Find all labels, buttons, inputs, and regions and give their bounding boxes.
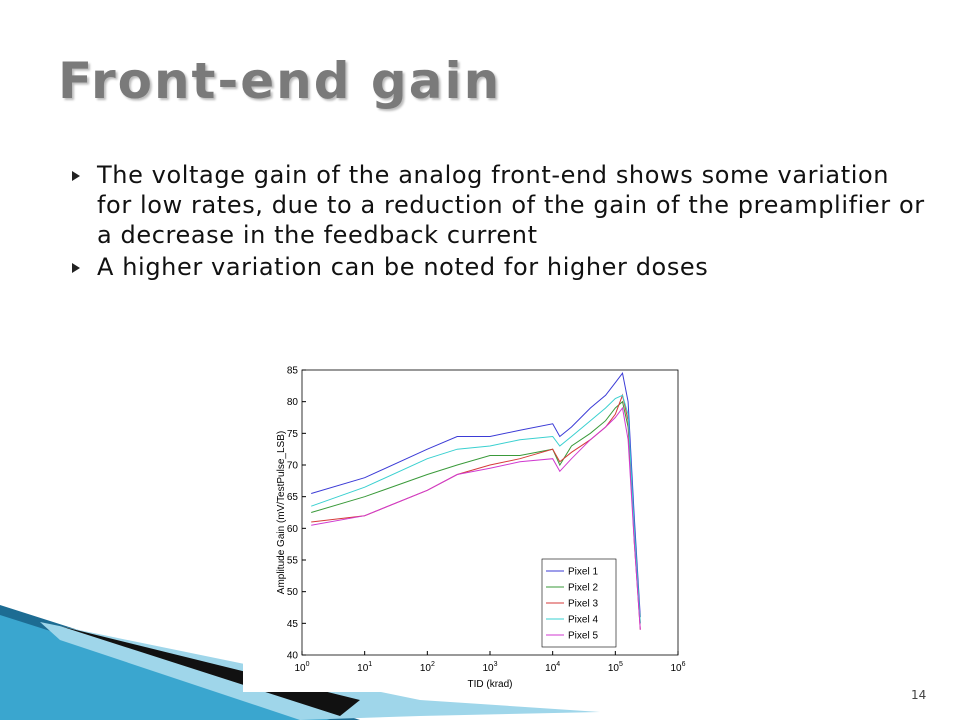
decoration bbox=[60, 626, 360, 716]
x-tick-label: 103 bbox=[482, 661, 497, 674]
series-line bbox=[311, 406, 641, 630]
y-tick-label: 55 bbox=[287, 556, 299, 567]
legend-label: Pixel 4 bbox=[568, 615, 598, 626]
bullet: The voltage gain of the analog front-end… bbox=[72, 160, 927, 250]
y-tick-label: 85 bbox=[287, 366, 299, 377]
y-tick-label: 50 bbox=[287, 587, 299, 598]
y-tick-label: 45 bbox=[287, 619, 299, 630]
series-line bbox=[311, 372, 641, 618]
bullet: A higher variation can be noted for high… bbox=[72, 252, 927, 282]
legend-label: Pixel 3 bbox=[568, 599, 598, 610]
y-tick-label: 80 bbox=[287, 397, 299, 408]
y-tick-label: 75 bbox=[287, 429, 299, 440]
x-tick-label: 105 bbox=[608, 661, 623, 674]
bullet-text: The voltage gain of the analog front-end… bbox=[97, 161, 925, 249]
y-tick-label: 70 bbox=[287, 461, 299, 472]
legend-label: Pixel 2 bbox=[568, 583, 598, 594]
x-tick-label: 104 bbox=[545, 661, 560, 674]
series-line bbox=[311, 400, 641, 624]
legend-label: Pixel 5 bbox=[568, 631, 598, 642]
x-tick-label: 100 bbox=[294, 661, 309, 674]
series-line bbox=[311, 394, 641, 624]
y-tick-label: 40 bbox=[287, 651, 299, 662]
y-tick-label: 60 bbox=[287, 524, 299, 535]
x-tick-label: 106 bbox=[670, 661, 685, 674]
legend-label: Pixel 1 bbox=[568, 567, 598, 578]
x-axis-label: TID (krad) bbox=[468, 679, 513, 690]
x-tick-label: 101 bbox=[357, 661, 372, 674]
slide-title: Front-end gain bbox=[58, 52, 502, 110]
chart: 40 45 50 55 60 65 70 75 80 85 100 101 102 103 104 105 10… bbox=[276, 366, 686, 691]
y-axis-label: Amplitude Gain (mV/TestPulse_LSB) bbox=[276, 431, 287, 594]
y-tick-label: 65 bbox=[287, 492, 299, 503]
bullet-list: The voltage gain of the analog front-end… bbox=[72, 160, 927, 284]
page-number: 14 bbox=[911, 688, 927, 702]
bullet-text: A higher variation can be noted for high… bbox=[97, 253, 709, 281]
x-tick-label: 102 bbox=[420, 661, 435, 674]
